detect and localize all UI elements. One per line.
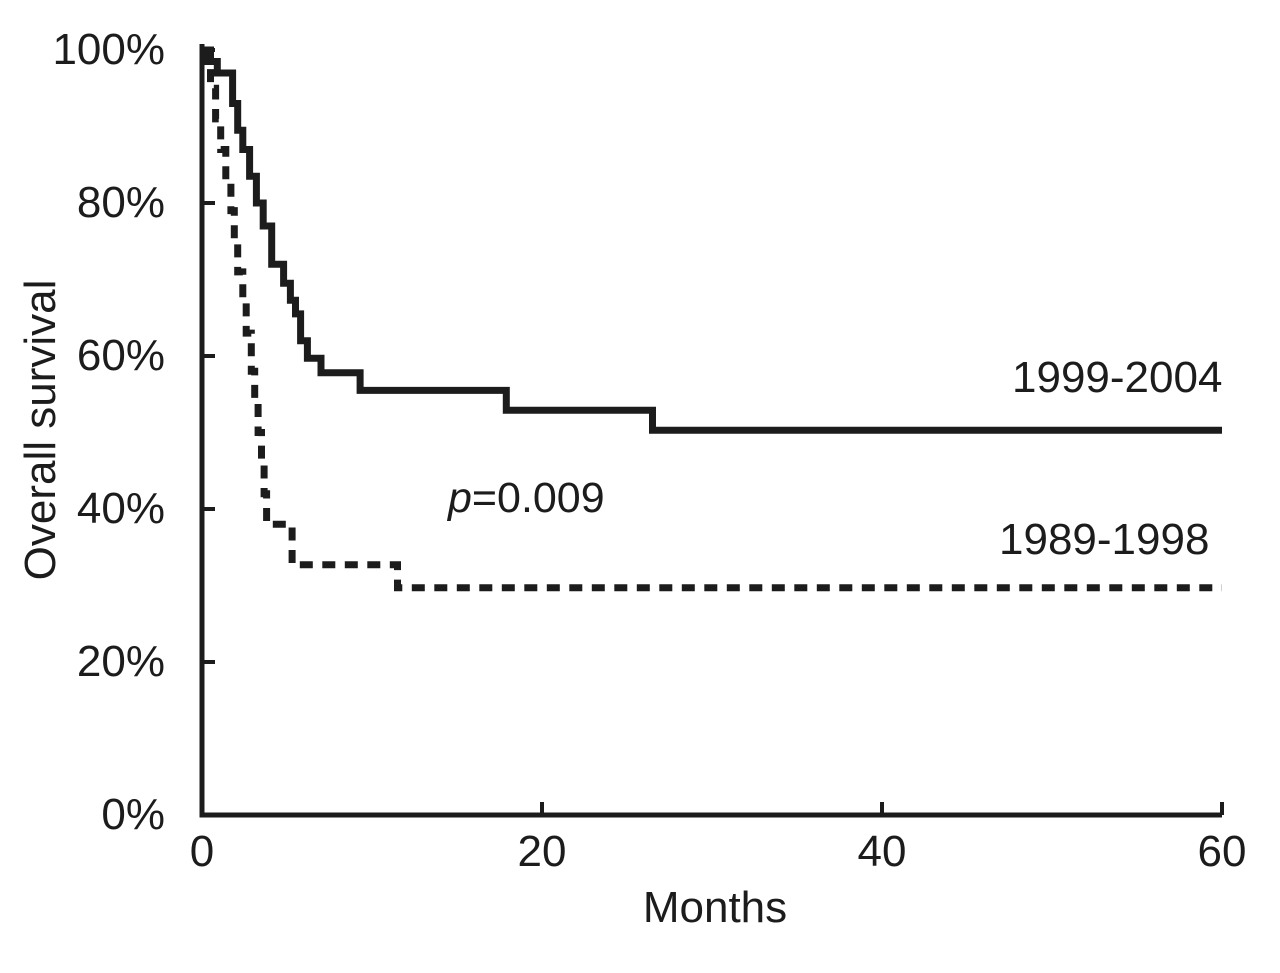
survival-curve-1999-2004 — [202, 46, 1222, 434]
x-tick-label: 0 — [189, 827, 215, 876]
y-axis-title: Overall survival — [16, 279, 65, 581]
y-tick-label: 0% — [101, 790, 165, 839]
survival-curve-1989-1998 — [207, 46, 1222, 592]
y-tick-label: 80% — [76, 178, 165, 227]
p-value-text: =0.009 — [471, 474, 605, 522]
series-label-1999-2004: 1999-2004 — [1012, 353, 1223, 402]
x-tick-label: 20 — [517, 827, 567, 876]
y-tick-label: 20% — [76, 637, 165, 686]
series-label-1989-1998: 1989-1998 — [999, 515, 1210, 564]
x-tick-label: 60 — [1197, 827, 1247, 876]
x-tick-label: 40 — [857, 827, 907, 876]
p-symbol: p — [448, 474, 472, 522]
survival-curves — [202, 46, 1222, 592]
y-tick-label: 100% — [52, 25, 165, 74]
y-tick-label: 40% — [76, 484, 165, 533]
y-tick-label: 60% — [76, 331, 165, 380]
x-axis-title: Months — [642, 883, 788, 932]
p-value-annotation: p=0.009 — [448, 472, 605, 524]
